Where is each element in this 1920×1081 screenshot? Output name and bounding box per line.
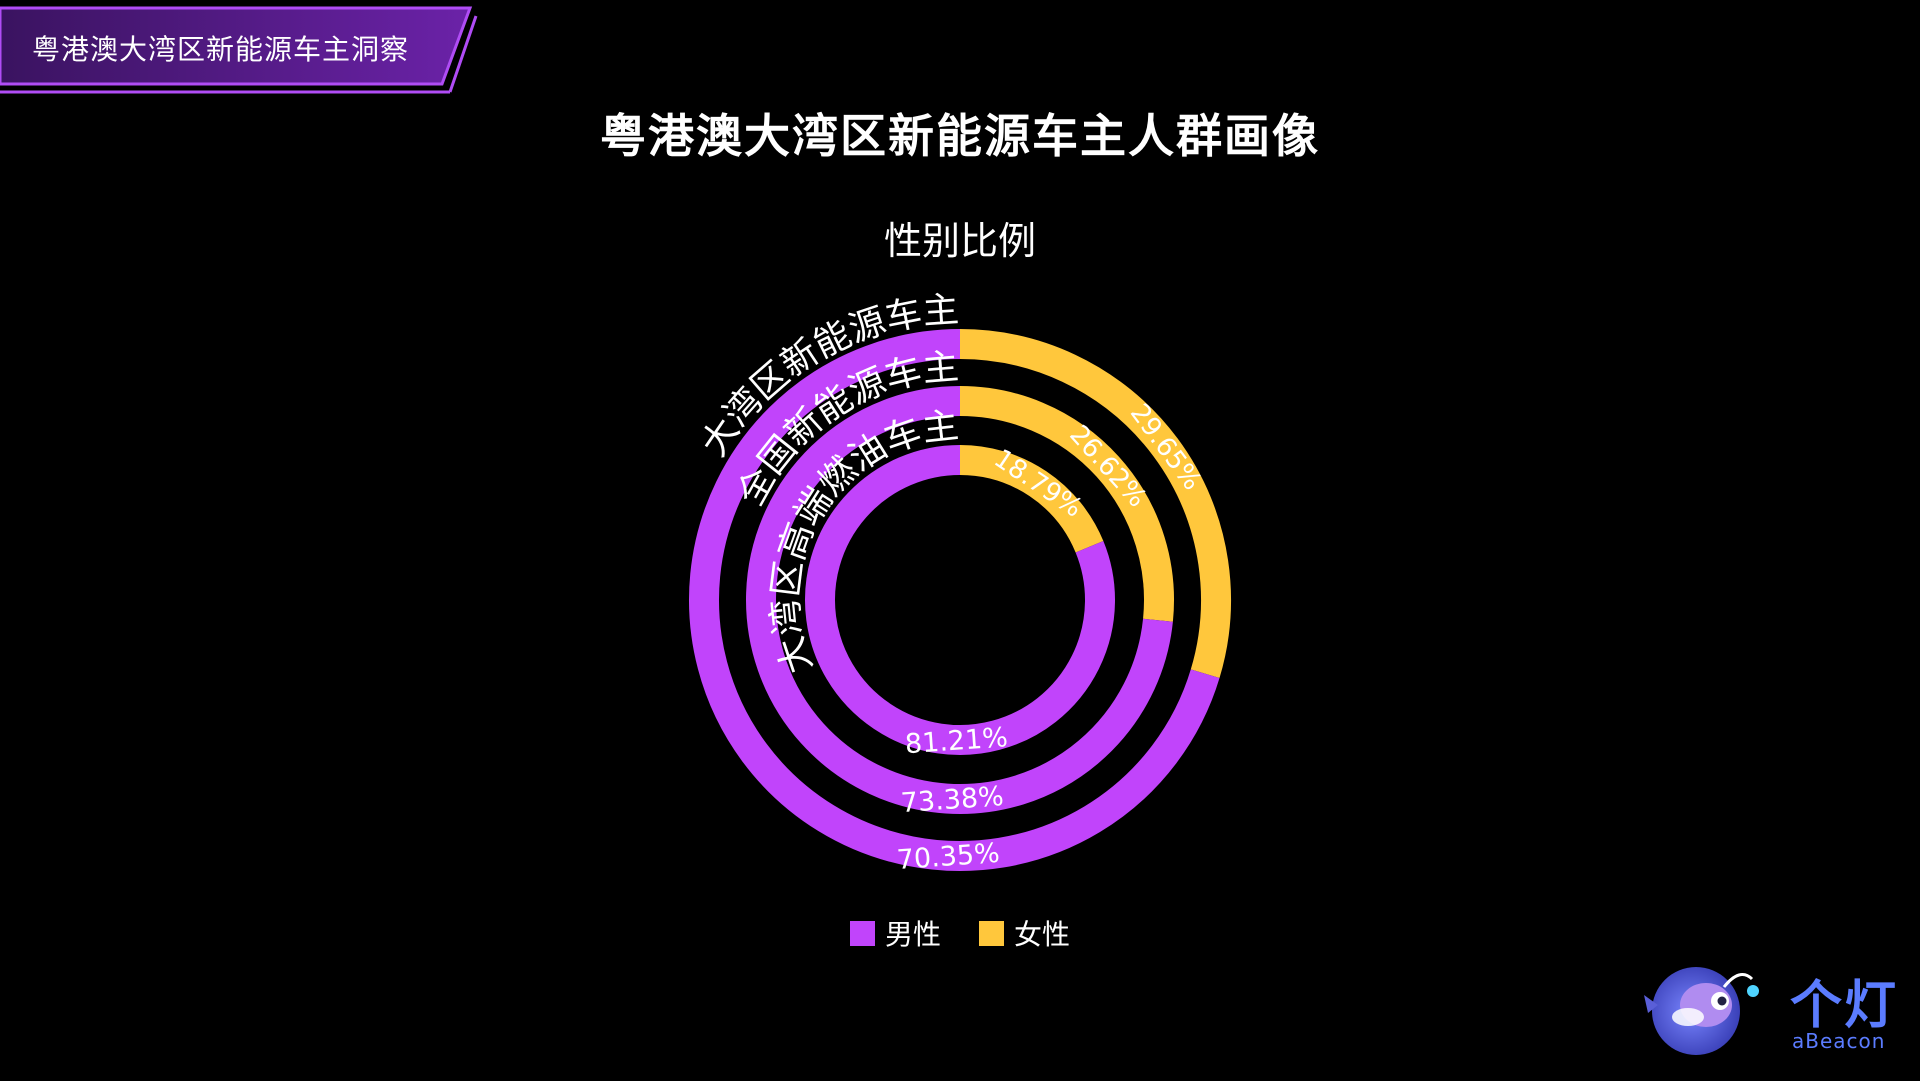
ring-2-segment-female[interactable] xyxy=(959,386,1174,622)
legend-label-male: 男性 xyxy=(884,918,941,951)
legend-item-male[interactable]: 男性 xyxy=(849,913,941,953)
legend-label-female: 女性 xyxy=(1014,918,1071,951)
ring-3-label-male: 81.21% xyxy=(904,722,1009,760)
brand-name: 个灯 xyxy=(1790,976,1899,1036)
brand-sub: aBeacon xyxy=(1792,1029,1886,1053)
legend-swatch-male xyxy=(849,920,875,946)
ring-3-segment-female[interactable] xyxy=(959,445,1104,553)
ring-2-segment-male[interactable] xyxy=(746,386,1173,814)
anglerfish-mascot-icon xyxy=(1644,967,1759,1055)
legend-swatch-female xyxy=(979,920,1004,946)
legend-item-female[interactable]: 女性 xyxy=(979,913,1070,953)
section-tag-label: 粤港澳大湾区新能源车主洞察 xyxy=(32,33,410,66)
ring-3-label-female: 18.79% xyxy=(988,444,1087,524)
section-tag: 粤港澳大湾区新能源车主洞察 xyxy=(0,0,480,96)
brand-logo: 个灯 aBeacon xyxy=(1640,961,1900,1061)
chart-title: 性别比例 xyxy=(883,219,1036,263)
ring-2-label-male: 73.38% xyxy=(900,781,1005,819)
chart-legend: 男性 女性 xyxy=(0,913,1920,953)
section-tag-frame xyxy=(0,6,478,94)
page-title: 粤港澳大湾区新能源车主人群画像 xyxy=(600,109,1320,163)
ring-1-label-male: 70.35% xyxy=(896,838,1001,876)
ring-1-segment-male[interactable] xyxy=(689,329,1220,871)
ring-3-segment-male[interactable] xyxy=(805,445,1115,755)
ring-1-segment-female[interactable] xyxy=(959,329,1231,679)
